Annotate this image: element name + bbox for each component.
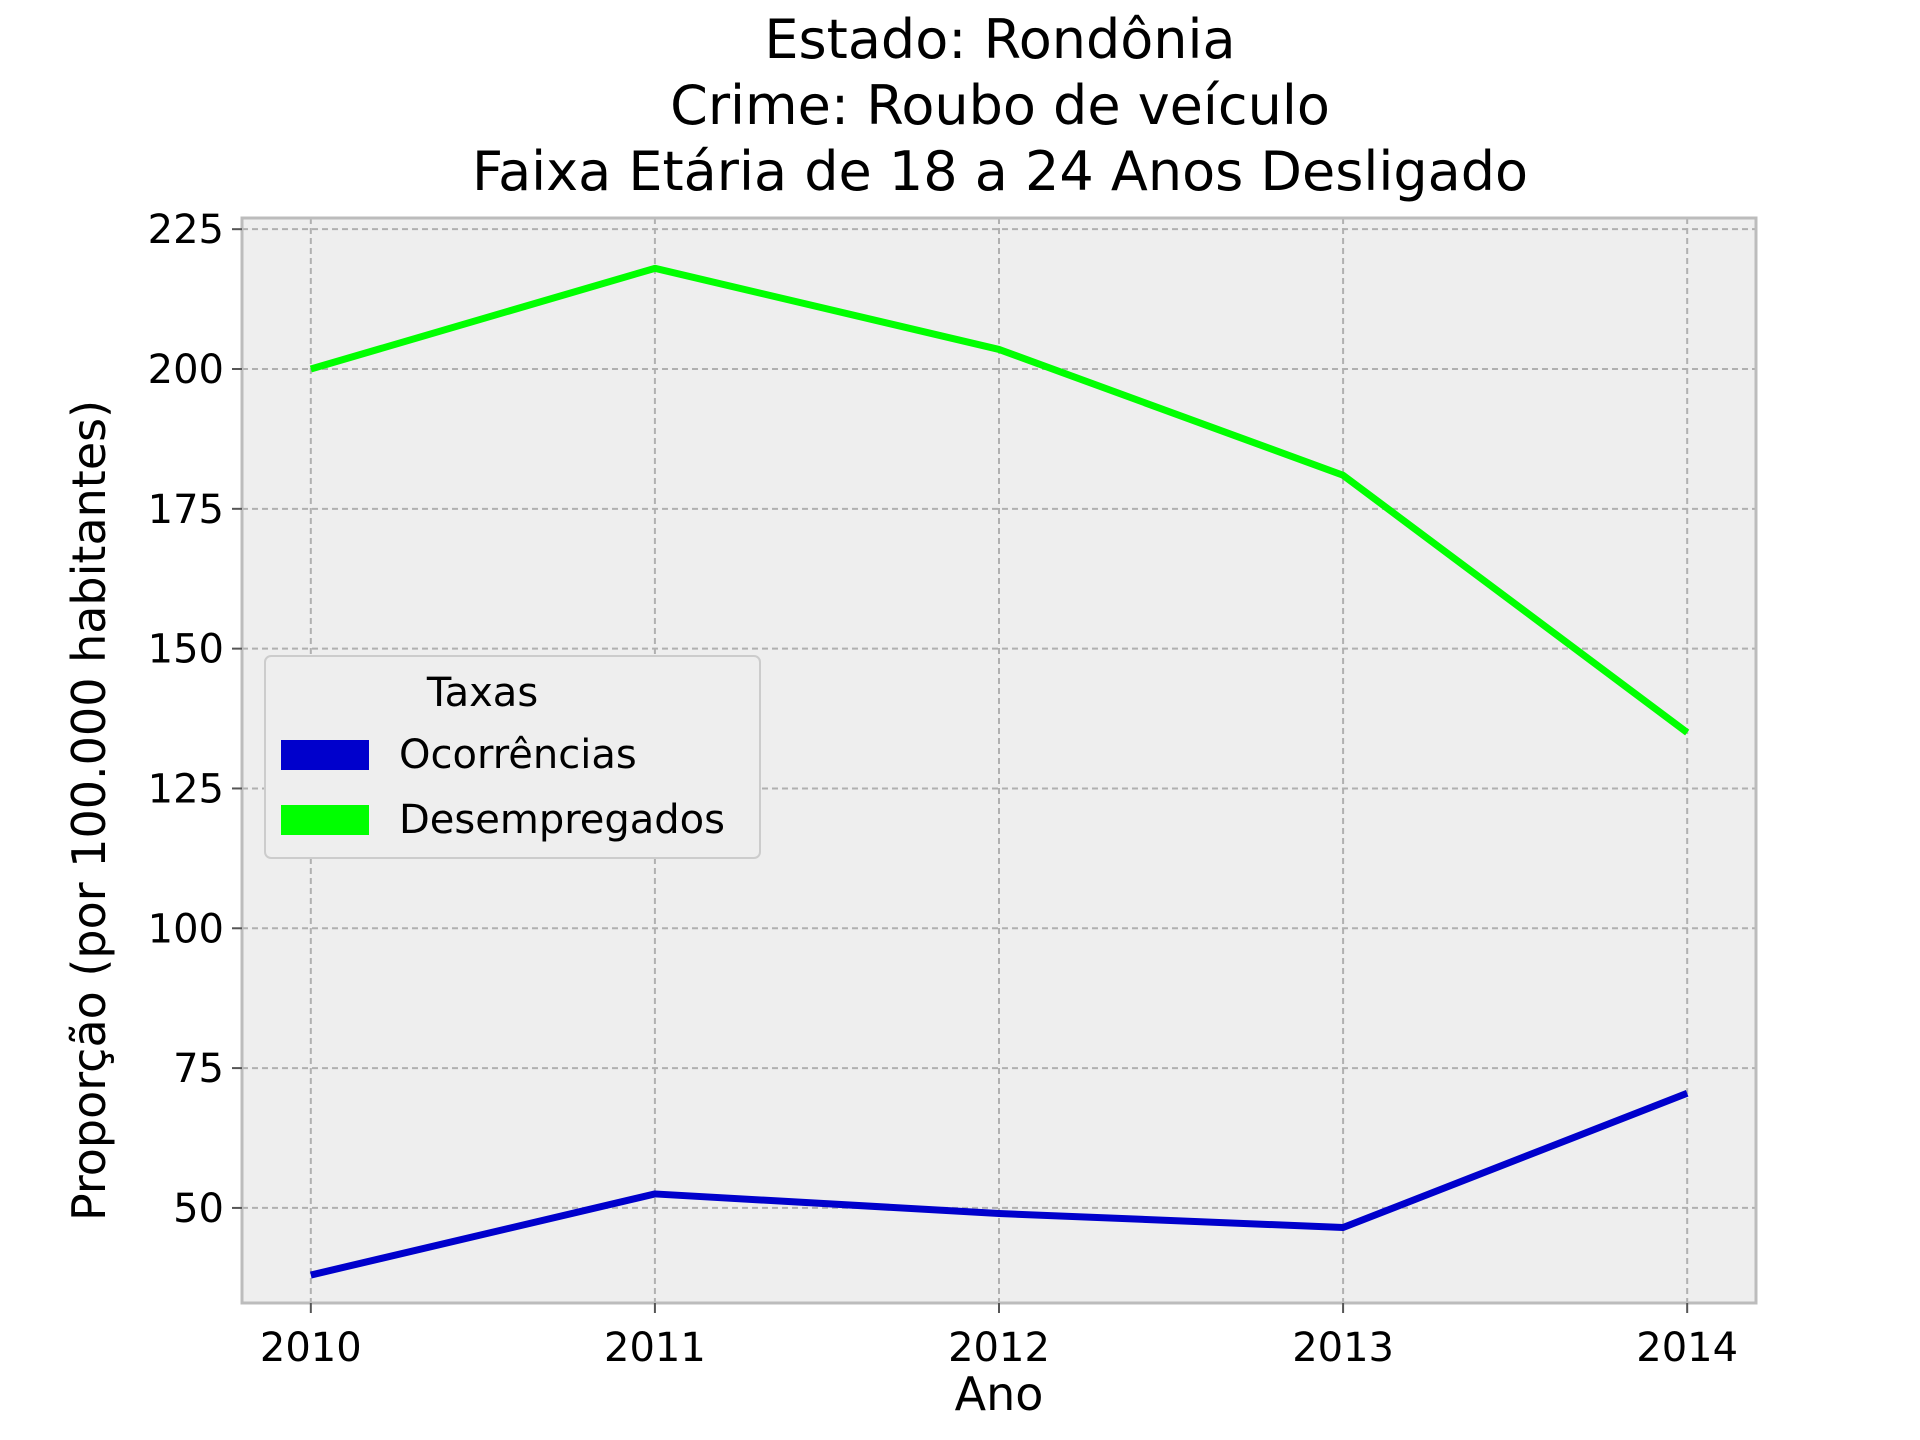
y-tick-label: 75 <box>173 1046 224 1092</box>
x-axis: 2010 2011 2012 2013 2014 <box>260 1303 1738 1371</box>
chart-title-line: Estado: Rondônia <box>764 8 1235 71</box>
y-tick-label: 125 <box>148 766 224 812</box>
x-tick-label: 2010 <box>260 1325 362 1371</box>
legend-swatch <box>281 740 369 770</box>
x-tick-label: 2014 <box>1636 1325 1738 1371</box>
x-tick-label: 2012 <box>948 1325 1050 1371</box>
legend-swatch <box>281 805 369 835</box>
y-tick-label: 150 <box>148 627 224 673</box>
series-lines <box>309 264 1690 1279</box>
y-tick-label: 200 <box>148 347 224 393</box>
legend-entry-label: Ocorrências <box>399 732 637 778</box>
legend-entry-label: Desempregados <box>399 797 725 843</box>
x-tick-label: 2013 <box>1292 1325 1394 1371</box>
legend-title: Taxas <box>426 670 538 716</box>
y-tick-label: 225 <box>148 207 224 253</box>
legend: Taxas Ocorrências Desempregados <box>264 655 761 859</box>
y-axis-label: Proporção (por 100.000 habitantes) <box>62 400 116 1221</box>
y-axis: 50 75 100 125 150 175 200 225 <box>148 207 242 1232</box>
legend-box <box>264 655 761 859</box>
y-tick-label: 100 <box>148 906 224 952</box>
chart-title-line: Faixa Etária de 18 a 24 Anos Desligado <box>472 140 1528 203</box>
y-tick-label: 50 <box>173 1186 224 1232</box>
y-tick-label: 175 <box>148 487 224 533</box>
x-axis-label: Ano <box>955 1367 1044 1421</box>
x-tick-label: 2011 <box>604 1325 706 1371</box>
chart-title-line: Crime: Roubo de veículo <box>670 74 1330 137</box>
